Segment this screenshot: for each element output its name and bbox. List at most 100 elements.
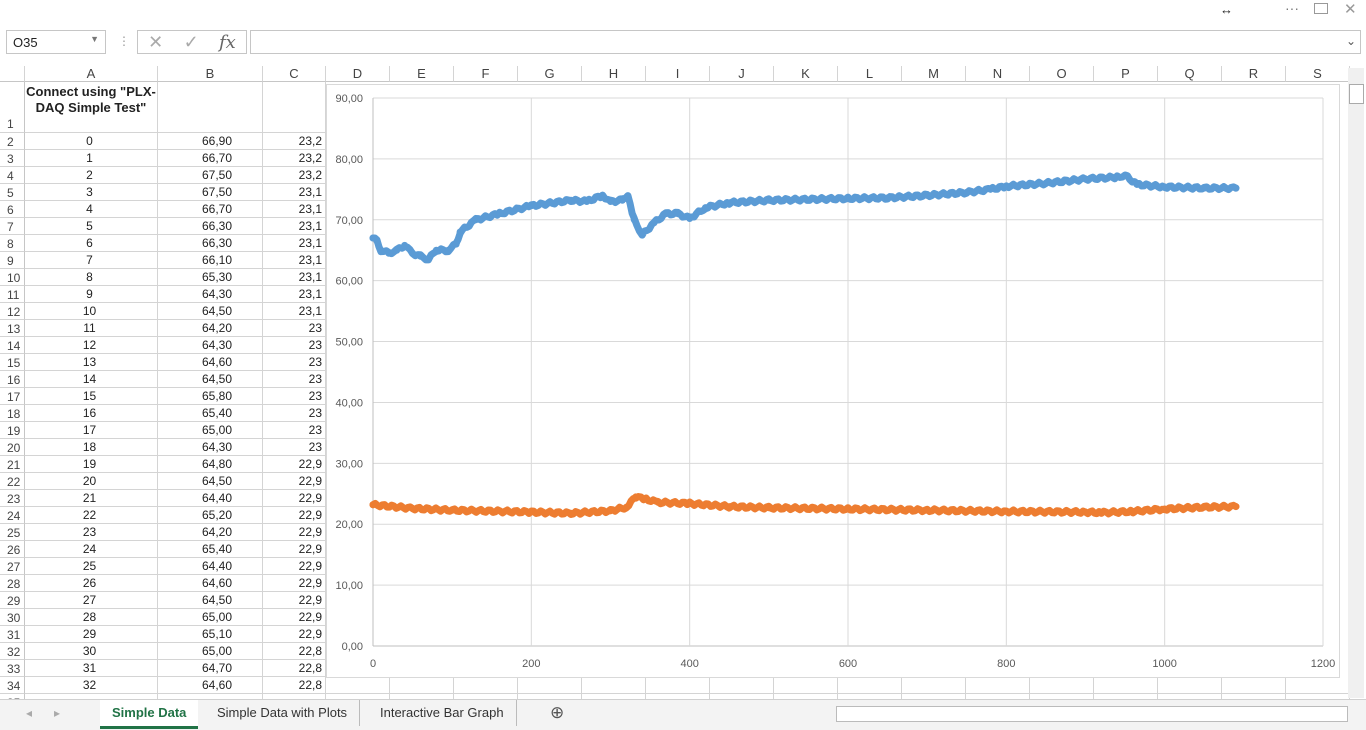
prev-sheet-icon[interactable]: ◂	[26, 706, 33, 720]
cell-b[interactable]: 64,50	[158, 473, 263, 490]
cell-a[interactable]: 26	[25, 575, 158, 592]
row-header[interactable]: 16	[0, 371, 25, 388]
cell-b[interactable]: 64,50	[158, 592, 263, 609]
row-header[interactable]: 14	[0, 337, 25, 354]
tab-simple-data-with-plots[interactable]: Simple Data with Plots	[205, 700, 361, 726]
cell-a[interactable]: 5	[25, 218, 158, 235]
cell-c[interactable]: 22,9	[263, 456, 326, 473]
cell-a[interactable]: 18	[25, 439, 158, 456]
cell-a[interactable]: 10	[25, 303, 158, 320]
row-header[interactable]: 21	[0, 456, 25, 473]
cancel-icon[interactable]: ✕	[148, 31, 164, 52]
cell-c[interactable]: 22,9	[263, 473, 326, 490]
cell[interactable]	[1094, 677, 1158, 694]
cell[interactable]	[390, 677, 454, 694]
cell-a[interactable]: 6	[25, 235, 158, 252]
cell[interactable]	[1222, 677, 1286, 694]
cell-a[interactable]: 22	[25, 507, 158, 524]
cell-b[interactable]: 64,20	[158, 524, 263, 541]
cell-c[interactable]: 23,1	[263, 184, 326, 201]
cell-c[interactable]: 22,9	[263, 626, 326, 643]
cell[interactable]	[646, 677, 710, 694]
cell-b[interactable]: 66,10	[158, 252, 263, 269]
more-icon[interactable]: ···	[1285, 0, 1299, 16]
row-header[interactable]: 29	[0, 592, 25, 609]
cell[interactable]	[263, 82, 326, 133]
scrollbar-thumb[interactable]	[1349, 84, 1364, 104]
cell-b[interactable]: 64,30	[158, 286, 263, 303]
cell-a[interactable]: 28	[25, 609, 158, 626]
cell-a[interactable]: 25	[25, 558, 158, 575]
vertical-scrollbar[interactable]	[1348, 68, 1364, 698]
row-header[interactable]: 3	[0, 150, 25, 167]
row-header[interactable]: 17	[0, 388, 25, 405]
cell-c[interactable]: 23	[263, 371, 326, 388]
row-header[interactable]: 22	[0, 473, 25, 490]
cell-c[interactable]: 22,9	[263, 558, 326, 575]
cell-c[interactable]: 22,8	[263, 677, 326, 694]
name-box[interactable]: O35 ▼	[6, 30, 106, 54]
cell[interactable]	[1030, 677, 1094, 694]
row-header[interactable]: 26	[0, 541, 25, 558]
cell-b[interactable]: 64,40	[158, 490, 263, 507]
cell-c[interactable]: 22,9	[263, 524, 326, 541]
cell-b[interactable]: 64,20	[158, 320, 263, 337]
cell-c[interactable]: 23	[263, 439, 326, 456]
cell-a[interactable]: 2	[25, 167, 158, 184]
tab-interactive-bar-graph[interactable]: Interactive Bar Graph	[368, 700, 517, 726]
cell-c[interactable]: 22,9	[263, 592, 326, 609]
cell-a[interactable]: 1	[25, 150, 158, 167]
row-header[interactable]: 12	[0, 303, 25, 320]
cell-b[interactable]: 65,00	[158, 422, 263, 439]
cell-b[interactable]: 65,10	[158, 626, 263, 643]
row-header[interactable]: 31	[0, 626, 25, 643]
column-header-r[interactable]: R	[1222, 66, 1286, 82]
cell-b[interactable]: 67,50	[158, 184, 263, 201]
cell-a[interactable]: 19	[25, 456, 158, 473]
chart[interactable]: 0,00 10,00 20,00 30,00 40,00 50,00 60,00 70,00 8…	[326, 84, 1340, 678]
cell-b[interactable]: 64,60	[158, 575, 263, 592]
cell-c[interactable]: 23,1	[263, 269, 326, 286]
cell-c[interactable]: 23,1	[263, 252, 326, 269]
cell-b[interactable]: 65,30	[158, 269, 263, 286]
row-header[interactable]: 20	[0, 439, 25, 456]
header-cell[interactable]: Connect using "PLX-DAQ Simple Test"	[25, 82, 158, 133]
column-header-m[interactable]: M	[902, 66, 966, 82]
row-header[interactable]: 4	[0, 167, 25, 184]
row-header[interactable]: 32	[0, 643, 25, 660]
cell[interactable]	[1158, 677, 1222, 694]
tab-simple-data[interactable]: Simple Data	[100, 700, 199, 729]
cell-b[interactable]: 64,50	[158, 371, 263, 388]
expand-formula-icon[interactable]: ⌄	[1345, 34, 1356, 48]
row-header[interactable]: 15	[0, 354, 25, 371]
cell-b[interactable]: 66,70	[158, 150, 263, 167]
row-header[interactable]: 10	[0, 269, 25, 286]
resize-icon[interactable]: ↔	[1220, 2, 1233, 17]
cell[interactable]	[710, 677, 774, 694]
cell-c[interactable]: 22,9	[263, 609, 326, 626]
horizontal-scrollbar[interactable]	[836, 706, 1348, 722]
cell[interactable]	[838, 677, 902, 694]
cell-a[interactable]: 23	[25, 524, 158, 541]
cell-a[interactable]: 29	[25, 626, 158, 643]
cell-a[interactable]: 15	[25, 388, 158, 405]
column-header-p[interactable]: P	[1094, 66, 1158, 82]
cell-a[interactable]: 8	[25, 269, 158, 286]
cell-c[interactable]: 23,2	[263, 133, 326, 150]
row-header[interactable]: 11	[0, 286, 25, 303]
column-header-j[interactable]: J	[710, 66, 774, 82]
cell-b[interactable]: 65,20	[158, 507, 263, 524]
cell-c[interactable]: 23	[263, 388, 326, 405]
cell-a[interactable]: 7	[25, 252, 158, 269]
add-sheet-icon[interactable]: ⊕	[550, 703, 565, 722]
cell-a[interactable]: 27	[25, 592, 158, 609]
column-header-g[interactable]: G	[518, 66, 582, 82]
row-header[interactable]: 5	[0, 184, 25, 201]
row-header[interactable]: 9	[0, 252, 25, 269]
column-header-s[interactable]: S	[1286, 66, 1350, 82]
next-sheet-icon[interactable]: ▸	[54, 706, 61, 720]
cell-a[interactable]: 9	[25, 286, 158, 303]
cell-a[interactable]: 24	[25, 541, 158, 558]
cell-b[interactable]: 66,70	[158, 201, 263, 218]
cell-b[interactable]: 66,30	[158, 218, 263, 235]
